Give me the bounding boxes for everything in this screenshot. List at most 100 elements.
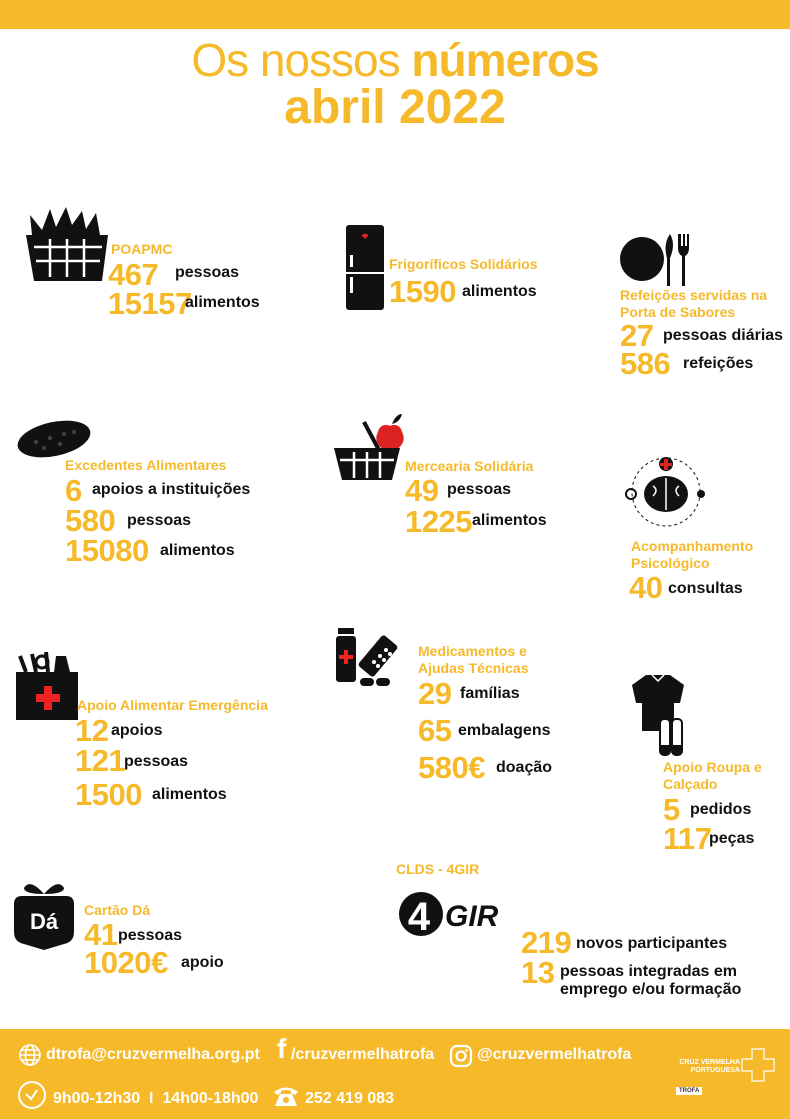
telephone-icon xyxy=(274,1087,298,1106)
section-label: POAPMC xyxy=(111,241,172,258)
title-bold: números xyxy=(411,34,599,86)
clothes-shoes-icon xyxy=(632,674,684,762)
stat-value: 586 xyxy=(620,346,671,381)
label-line: Excedentes Alimentares xyxy=(65,457,227,473)
section-label: Frigoríficos Solidários xyxy=(389,256,538,273)
stat-unit: pessoas xyxy=(175,264,240,281)
grocery-basket-icon xyxy=(22,205,112,288)
stat-value: 29 xyxy=(418,676,452,711)
footer: dtrofa@cruzvermelha.org.pt f /cruzvermel… xyxy=(0,1029,790,1119)
stat-value: 580 xyxy=(65,503,116,538)
stat-value: 41 xyxy=(84,917,118,952)
phone-number[interactable]: 252 419 083 xyxy=(305,1090,394,1107)
label-line: Calçado xyxy=(663,776,718,792)
title-light: Os nossos xyxy=(191,34,400,86)
label-line: POAPMC xyxy=(111,241,173,257)
section-label: Apoio Roupa e Calçado xyxy=(663,759,762,793)
stat-value: 1225 xyxy=(405,504,472,539)
stat-unit: pessoas integradas em emprego e/ou forma… xyxy=(560,963,742,998)
fridge-icon xyxy=(346,225,384,318)
plate-cutlery-icon xyxy=(620,232,696,291)
globe-icon xyxy=(19,1044,41,1066)
stat-unit: consultas xyxy=(668,580,743,597)
stat-value: 121 xyxy=(75,743,126,778)
cvp-logo-text: CRUZ VERMELHA PORTUGUESA xyxy=(660,1059,740,1075)
section-label: Excedentes Alimentares xyxy=(65,457,226,474)
stat-unit: apoio xyxy=(181,954,224,971)
facebook-icon: f xyxy=(277,1033,287,1064)
svg-text:Dá: Dá xyxy=(30,909,59,934)
section-label: Apoio Alimentar Emergência xyxy=(77,697,268,714)
da-gift-icon: Dá xyxy=(12,882,76,955)
stat-unit: alimentos xyxy=(472,512,547,529)
stat-value: 13 xyxy=(521,955,555,990)
stat-unit: alimentos xyxy=(152,786,227,803)
section-label: Refeições servidas na Porta de Sabores xyxy=(620,287,767,321)
section-label: Medicamentos e Ajudas Técnicas xyxy=(418,643,529,677)
stat-unit: pessoas xyxy=(124,753,189,770)
stat-unit: pessoas xyxy=(118,927,183,944)
emergency-bag-icon xyxy=(16,651,78,725)
svg-text:GIR: GIR xyxy=(445,900,499,933)
stat-unit: doação xyxy=(496,759,553,776)
opening-hours: 9h00-12h30 I 14h00-18h00 xyxy=(53,1090,259,1107)
stat-value: 580€ xyxy=(418,750,485,785)
stat-value: 1500 xyxy=(75,777,142,812)
4gir-logo-icon: 4 GIR xyxy=(397,886,517,947)
facebook-link[interactable]: /cruzvermelhatrofa xyxy=(291,1046,435,1063)
label-line: CLDS - 4GIR xyxy=(396,861,480,877)
label-line: Apoio Roupa e xyxy=(663,759,762,775)
label-line: Ajudas Técnicas xyxy=(418,660,529,676)
stat-value: 40 xyxy=(629,570,663,605)
stat-value: 219 xyxy=(521,925,572,960)
section-label: Cartão Dá xyxy=(84,902,150,919)
label-line: Mercearia Solidária xyxy=(405,458,534,474)
label-line: Frigoríficos Solidários xyxy=(389,256,538,272)
email-link[interactable]: dtrofa@cruzvermelha.org.pt xyxy=(46,1046,260,1063)
stat-value: 49 xyxy=(405,473,439,508)
stat-unit: pessoas xyxy=(127,512,192,529)
page-subtitle: abril 2022 xyxy=(284,81,506,134)
stat-value: 12 xyxy=(75,713,109,748)
stat-value: 1020€ xyxy=(84,945,168,980)
label-line: Acompanhamento xyxy=(631,538,754,554)
stat-unit: alimentos xyxy=(160,542,235,559)
logo-line1: CRUZ VERMELHA xyxy=(679,1059,740,1066)
stat-unit: apoios a instituições xyxy=(92,481,251,498)
page-title: Os nossos números xyxy=(0,34,790,86)
label-line: Apoio Alimentar Emergência xyxy=(77,697,268,713)
stat-value: 15157 xyxy=(108,286,192,321)
stat-unit: alimentos xyxy=(185,294,260,311)
label-line: Psicológico xyxy=(631,555,710,571)
stat-value: 65 xyxy=(418,713,452,748)
stat-unit: peças xyxy=(709,830,755,847)
bread-icon xyxy=(16,418,92,465)
label-line: Cartão Dá xyxy=(84,902,151,918)
stat-value: 117 xyxy=(663,821,712,856)
basket-apple-icon xyxy=(334,412,410,487)
stat-value: 27 xyxy=(620,318,654,353)
logo-line2: PORTUGUESA xyxy=(690,1067,740,1074)
stat-unit: pessoas xyxy=(447,481,512,498)
label-line: Refeições servidas na xyxy=(620,287,768,303)
stat-unit: novos participantes xyxy=(576,935,728,952)
stat-value: 6 xyxy=(65,473,82,508)
clock-icon xyxy=(18,1081,46,1109)
label-line: Porta de Sabores xyxy=(620,304,736,320)
stat-unit: apoios xyxy=(111,722,163,739)
logo-branch: TROFA xyxy=(676,1087,703,1095)
stat-unit: embalagens xyxy=(458,722,551,739)
top-bar xyxy=(0,0,790,29)
stat-unit: pedidos xyxy=(690,801,752,818)
section-label: Mercearia Solidária xyxy=(405,458,533,475)
stat-unit: alimentos xyxy=(462,283,537,300)
instagram-link[interactable]: @cruzvermelhatrofa xyxy=(477,1046,632,1063)
stat-unit: refeições xyxy=(683,355,754,372)
medicine-icon xyxy=(334,628,410,693)
stat-unit: pessoas diárias xyxy=(663,327,784,344)
section-label: CLDS - 4GIR xyxy=(396,861,479,878)
red-cross-logo-icon xyxy=(741,1048,775,1082)
svg-text:4: 4 xyxy=(408,895,431,939)
label-line: Medicamentos e xyxy=(418,643,527,659)
stat-value: 15080 xyxy=(65,533,149,568)
